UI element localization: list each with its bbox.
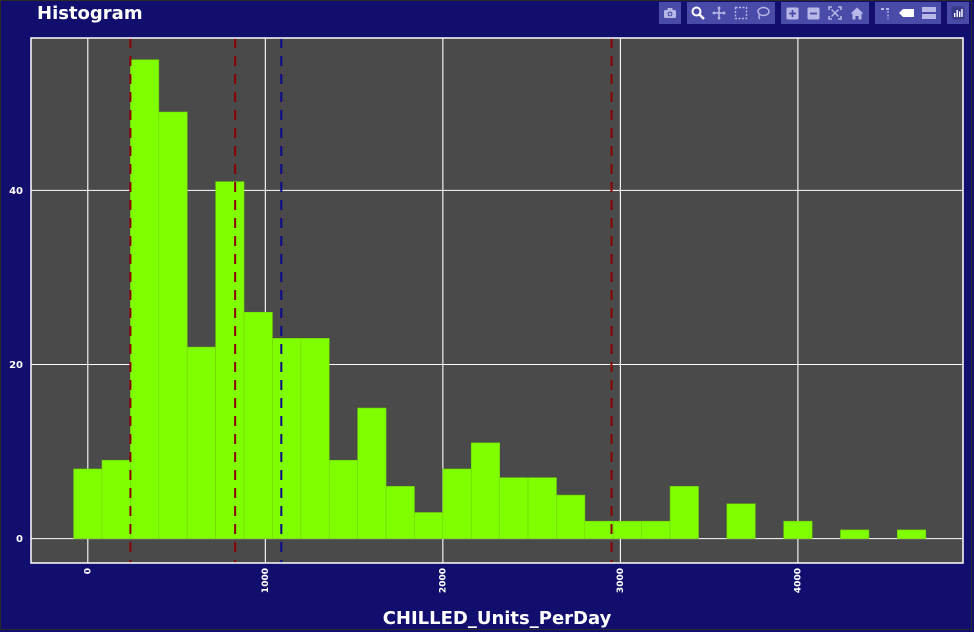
x-tick-label: 4000	[793, 568, 803, 593]
histogram-bar	[897, 529, 927, 539]
histogram-bar	[414, 512, 444, 539]
histogram-bar	[499, 477, 529, 539]
camera-icon[interactable]	[660, 2, 680, 24]
histogram-bar	[442, 468, 472, 539]
zoom-out-icon[interactable]	[803, 2, 823, 24]
histogram-bar	[726, 503, 756, 539]
zoom-in-icon[interactable]	[782, 2, 802, 24]
histogram-bar	[101, 459, 131, 539]
histogram-bar	[328, 459, 358, 539]
plot-border	[30, 37, 964, 564]
zoom-icon[interactable]	[688, 2, 708, 24]
modebar-group-logo	[947, 2, 969, 24]
box-select-icon[interactable]	[731, 2, 751, 24]
histogram-bar	[527, 477, 557, 539]
y-tick-label: 0	[16, 534, 23, 545]
histogram-bar	[669, 486, 699, 539]
histogram-bars	[73, 59, 927, 539]
histogram-bar	[556, 494, 586, 539]
histogram-bar	[215, 181, 245, 539]
spike-lines-icon[interactable]	[876, 2, 896, 24]
histogram-bar	[272, 338, 302, 539]
x-tick-label: 2000	[438, 568, 448, 593]
y-tick-labels: 0 20 40	[9, 186, 23, 545]
histogram-bar	[783, 520, 813, 539]
x-tick-label: 1000	[261, 568, 271, 593]
histogram-bar	[470, 442, 500, 539]
x-tick-label: 0	[83, 568, 93, 574]
histogram-bar	[385, 486, 415, 539]
hover-closest-icon[interactable]	[897, 2, 917, 24]
y-tick-label: 40	[9, 186, 23, 197]
histogram-bar	[158, 111, 188, 539]
x-tick-labels: 0 1000 2000 3000 4000	[83, 568, 803, 593]
pan-icon[interactable]	[709, 2, 729, 24]
histogram-bar	[300, 338, 330, 539]
histogram-bar	[612, 520, 642, 539]
lasso-icon[interactable]	[753, 2, 773, 24]
modebar-group-drag	[687, 2, 775, 24]
modebar-group-export	[659, 2, 681, 24]
plotly-logo-icon[interactable]	[948, 2, 968, 24]
modebar-group-zoom	[781, 2, 869, 24]
histogram-bar	[840, 529, 870, 539]
chart-title: Histogram	[37, 3, 143, 24]
modebar-group-hover	[875, 2, 941, 24]
histogram-bar	[130, 59, 160, 539]
autoscale-icon[interactable]	[825, 2, 845, 24]
reference-lines	[129, 38, 613, 563]
y-tick-label: 20	[9, 360, 23, 371]
x-axis-title: CHILLED_Units_PerDay	[383, 608, 612, 629]
reset-axes-icon[interactable]	[847, 2, 867, 24]
histogram-bar	[73, 468, 103, 539]
histogram-bar	[641, 520, 671, 539]
histogram-bar	[584, 520, 614, 539]
histogram-bar	[243, 311, 273, 539]
histogram-bar	[186, 346, 216, 539]
hover-compare-icon[interactable]	[919, 2, 939, 24]
histogram-bar	[357, 407, 387, 539]
x-tick-label: 3000	[616, 568, 626, 593]
